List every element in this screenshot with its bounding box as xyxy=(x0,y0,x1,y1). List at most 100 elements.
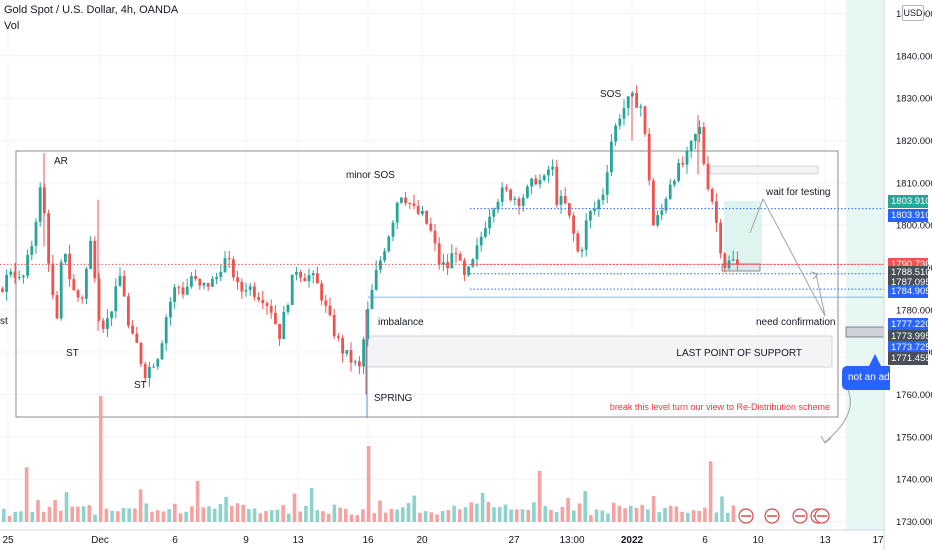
candle-body xyxy=(492,209,496,217)
price-tick-label: 1820.000 xyxy=(896,136,932,147)
arrow-head-icon xyxy=(810,271,819,280)
candle-body xyxy=(425,210,428,224)
volume-bar xyxy=(281,505,285,522)
candle-body xyxy=(1,288,4,292)
candle-body xyxy=(614,125,617,142)
candle-body xyxy=(85,268,88,299)
candle-body xyxy=(433,230,437,244)
candle-body xyxy=(139,342,143,364)
candle-body xyxy=(89,240,92,269)
candle-body xyxy=(278,323,281,340)
candle-body xyxy=(68,253,71,280)
candle-body xyxy=(379,260,382,270)
candle-body xyxy=(656,215,659,226)
price-tag: 1771.455 xyxy=(888,351,931,365)
volume-bar xyxy=(418,512,422,522)
candle-body xyxy=(181,287,185,295)
volume-bar xyxy=(326,513,331,522)
volume-bar xyxy=(577,503,582,522)
volume-bar xyxy=(292,493,297,522)
volume-bar xyxy=(155,510,160,522)
annotation-label: SPRING xyxy=(374,393,413,404)
candle-body xyxy=(521,197,525,206)
volume-bar xyxy=(247,509,251,522)
candle-body xyxy=(500,187,504,202)
volume-bar xyxy=(184,511,188,522)
zones xyxy=(15,0,885,530)
candle-body xyxy=(618,118,622,126)
price-tick-label: 1810.000 xyxy=(896,178,932,189)
volume-bar xyxy=(150,511,154,522)
annotation-label: wait for testing xyxy=(765,187,830,198)
price-tag: 1773.725 xyxy=(888,340,931,354)
price-tag: 1803.910 xyxy=(888,195,931,209)
volume-bar xyxy=(520,509,525,522)
candle-body xyxy=(563,195,567,204)
volume-bar xyxy=(366,446,371,522)
volume-bar xyxy=(47,506,52,522)
candle-body xyxy=(706,163,710,190)
candle-body xyxy=(694,134,697,142)
volume-bar xyxy=(646,509,650,522)
volume-bar xyxy=(30,511,35,522)
volume-bar xyxy=(480,492,485,522)
candle-body xyxy=(282,311,286,340)
candle-body xyxy=(190,276,193,287)
candle-body xyxy=(542,175,546,181)
candle-body xyxy=(538,180,542,185)
candle-body xyxy=(177,287,181,289)
candle-body xyxy=(248,286,252,291)
volume-bar xyxy=(680,511,684,522)
candle-body xyxy=(17,277,21,279)
candle-body xyxy=(589,211,592,221)
candle-body xyxy=(198,279,202,286)
candle-body xyxy=(421,210,424,214)
candle-body xyxy=(236,277,239,283)
candle-body xyxy=(299,272,302,278)
price-tag: 1777.220 xyxy=(888,318,931,332)
candle-body xyxy=(345,350,349,354)
candle-body xyxy=(118,276,122,287)
candle-body xyxy=(395,202,399,223)
candle-body xyxy=(55,295,59,319)
volume-bar xyxy=(81,506,86,522)
volume-bar xyxy=(463,507,468,522)
candle-body xyxy=(517,198,521,206)
volume-bar xyxy=(440,511,445,522)
volume-bar xyxy=(173,503,177,522)
candle-body xyxy=(374,269,378,290)
volume-bar xyxy=(697,510,701,522)
time-tick-label: 10 xyxy=(752,535,764,546)
volume-bar xyxy=(127,508,131,522)
candle-body xyxy=(568,203,571,216)
volume-bar xyxy=(344,508,348,522)
candle-body xyxy=(677,163,680,181)
volume-bar xyxy=(663,507,667,522)
candle-body xyxy=(647,133,651,181)
candle-body xyxy=(30,245,34,255)
candle-body xyxy=(143,363,147,379)
volume-bar xyxy=(412,495,416,522)
candle-body xyxy=(194,276,197,280)
currency-button[interactable]: USD xyxy=(902,5,924,21)
advice-arrow-icon xyxy=(869,354,881,366)
candle-body xyxy=(173,287,176,302)
volume-bar xyxy=(138,489,143,522)
candle-body xyxy=(530,178,533,187)
candle-body xyxy=(689,141,693,152)
candle-body xyxy=(257,297,260,300)
candle-body xyxy=(160,343,164,360)
advice-badge[interactable]: not an adv xyxy=(842,366,890,390)
volume-bar xyxy=(230,506,234,522)
volume-bar xyxy=(144,503,149,522)
time-tick-label: 6 xyxy=(702,535,708,546)
candle-body xyxy=(295,272,298,275)
candle-body xyxy=(349,350,353,363)
volume-bar xyxy=(178,513,183,522)
volume-bar xyxy=(497,506,502,522)
time-axis[interactable]: 25 Dec 6 9 13 16 20 27 13:00 2022 6 10 13 17 xyxy=(0,529,884,546)
candle-body xyxy=(110,311,113,319)
time-tick-label: 13:00 xyxy=(559,535,584,546)
volume-bar xyxy=(651,496,656,522)
